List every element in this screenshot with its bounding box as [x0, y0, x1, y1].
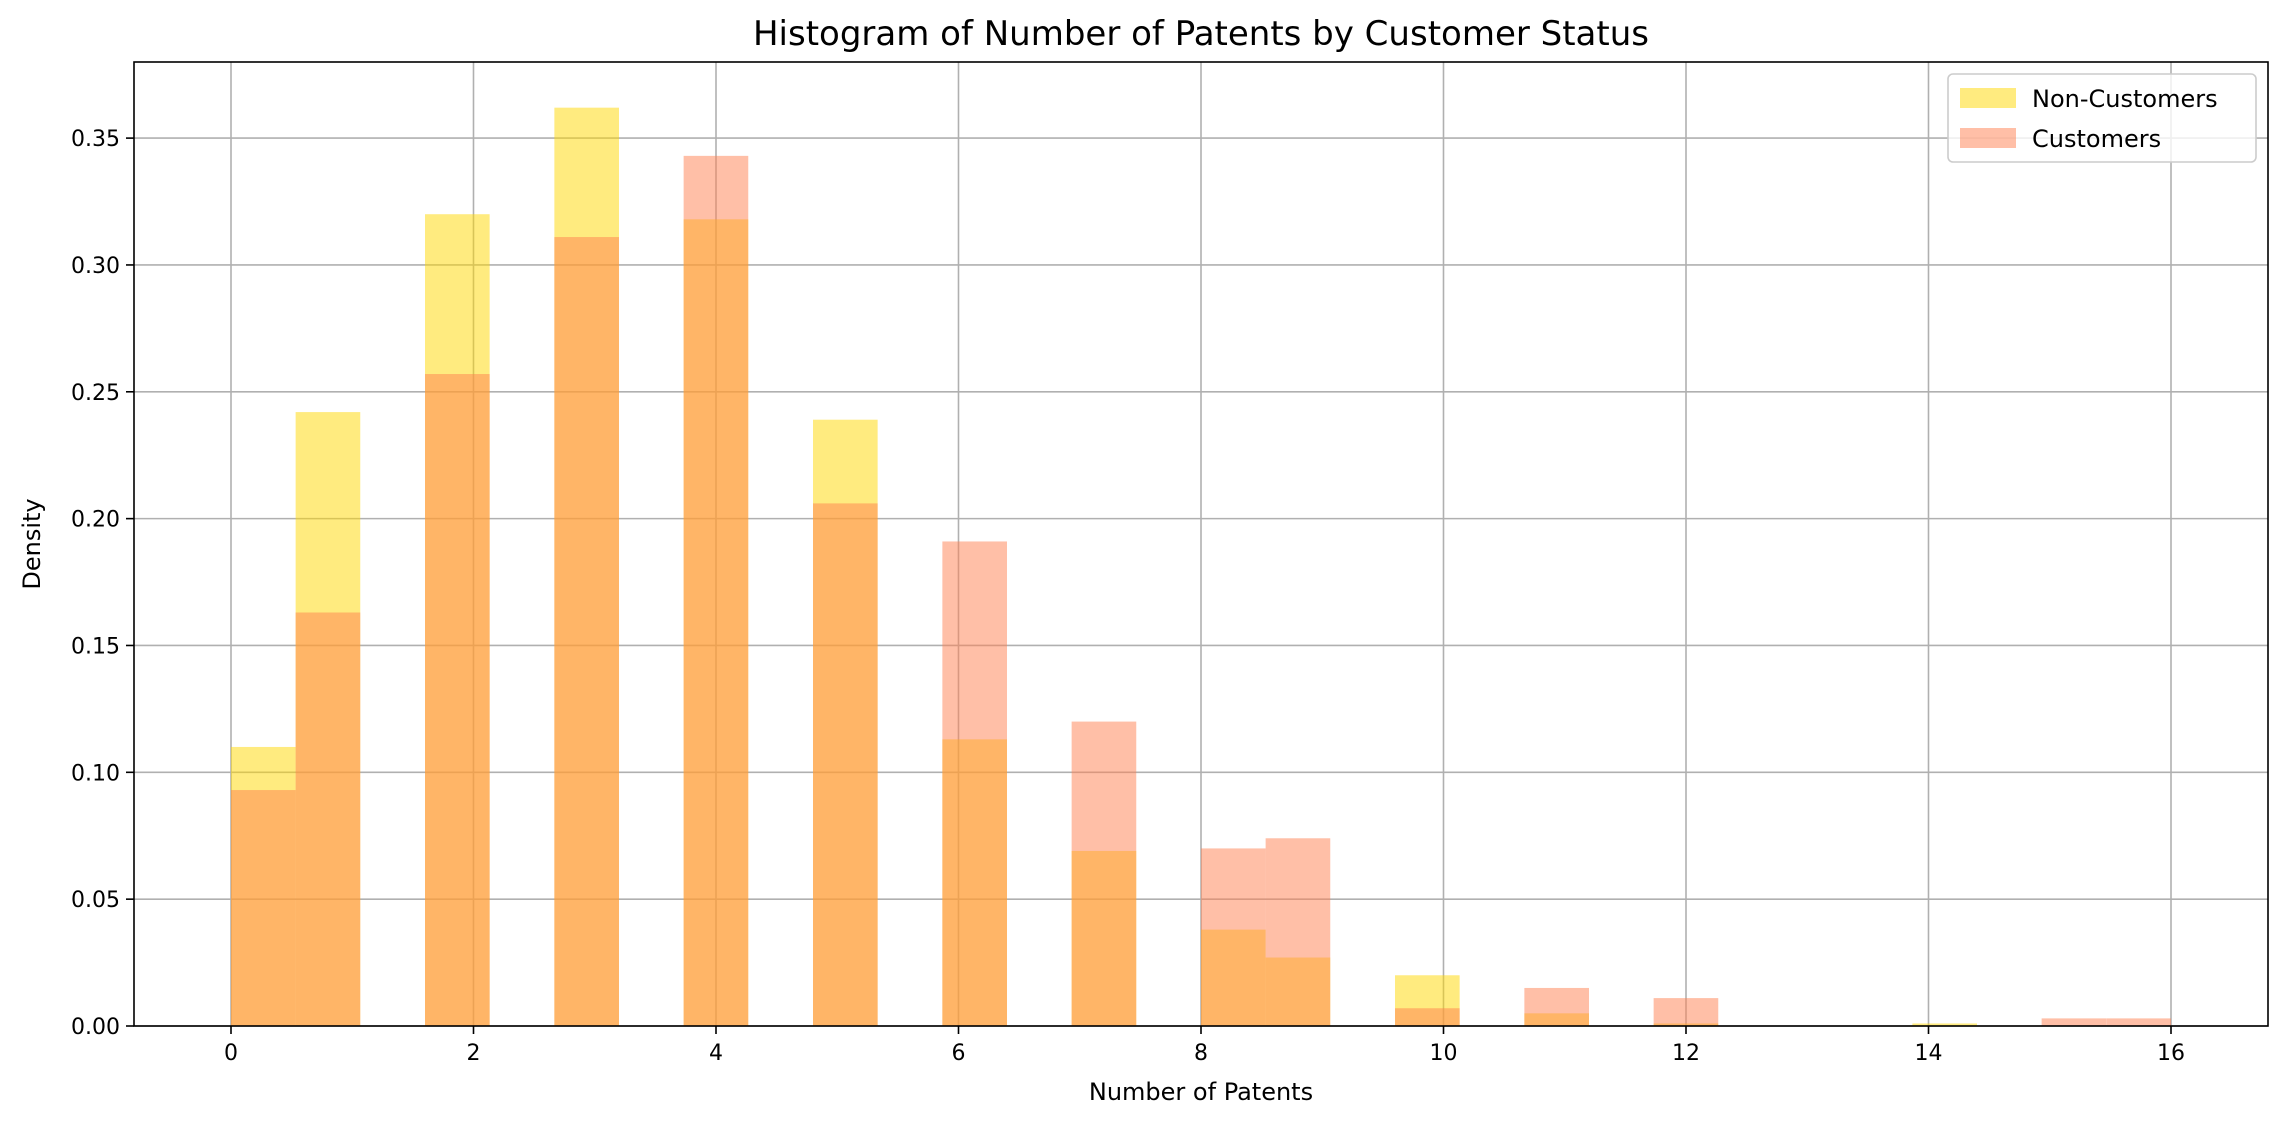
bars	[231, 107, 2171, 1027]
bar-customers	[813, 503, 878, 1026]
chart-title: Histogram of Number of Patents by Custom…	[753, 14, 1649, 54]
x-tick-label: 6	[952, 1041, 966, 1066]
x-tick-label: 14	[1915, 1041, 1943, 1066]
y-tick-label: 0.30	[71, 254, 120, 279]
x-tick-label: 12	[1672, 1041, 1700, 1066]
bar-customers	[2106, 1018, 2171, 1026]
bar-customers	[1201, 848, 1266, 1026]
bar-customers	[1524, 987, 1589, 1026]
y-axis-ticks: 0.00 0.05 0.10 0.15 0.20 0.25 0.30 0.35	[71, 127, 134, 1040]
x-tick-label: 10	[1430, 1041, 1458, 1066]
bar-customers	[231, 790, 296, 1026]
bar-customers	[2041, 1018, 2107, 1026]
bar-customers	[295, 612, 361, 1026]
y-tick-label: 0.05	[71, 888, 120, 913]
x-axis-ticks: 0 2 4 6 8 10 12 14 16	[224, 1026, 2185, 1066]
bar-customers	[942, 541, 1007, 1026]
y-axis-label: Density	[18, 498, 46, 589]
y-tick-label: 0.25	[71, 381, 120, 406]
legend-box	[1947, 73, 2257, 163]
x-tick-label: 2	[467, 1041, 481, 1066]
bar-customers	[1071, 721, 1137, 1026]
y-tick-label: 0.20	[71, 508, 120, 533]
legend-label-customers: Customers	[2032, 125, 2161, 153]
legend-swatch-customers	[1960, 128, 2016, 148]
y-tick-label: 0.00	[71, 1015, 120, 1040]
bar-non-customers	[1912, 1023, 1977, 1026]
x-axis-label: Number of Patents	[1089, 1078, 1313, 1106]
x-tick-label: 0	[224, 1041, 238, 1066]
bar-customers	[554, 237, 619, 1026]
x-tick-label: 4	[709, 1041, 723, 1066]
bar-customers	[1653, 998, 1719, 1026]
x-tick-label: 8	[1194, 1041, 1208, 1066]
y-tick-label: 0.10	[71, 761, 120, 786]
x-tick-label: 16	[2157, 1041, 2185, 1066]
bar-customers	[683, 155, 749, 1026]
legend-label-non-customers: Non-Customers	[2032, 85, 2218, 113]
bar-customers	[1265, 838, 1331, 1026]
legend: Non-Customers Customers	[1947, 73, 2257, 163]
y-tick-label: 0.35	[71, 127, 120, 152]
legend-swatch-non-customers	[1960, 88, 2016, 108]
bar-customers	[425, 374, 490, 1026]
bar-customers	[1395, 1008, 1460, 1026]
y-tick-label: 0.15	[71, 634, 120, 659]
